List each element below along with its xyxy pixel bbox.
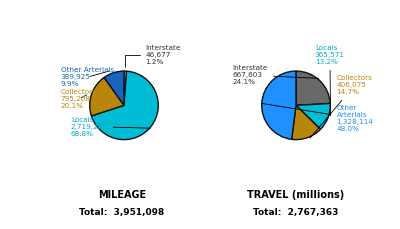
Text: Collectors
406,075
14.7%: Collectors 406,075 14.7% — [310, 75, 372, 138]
Wedge shape — [90, 77, 124, 116]
Wedge shape — [91, 71, 158, 140]
Text: Locals
365,571
13.2%: Locals 365,571 13.2% — [315, 45, 345, 116]
Wedge shape — [296, 104, 330, 129]
Text: Total:  2,767,363: Total: 2,767,363 — [253, 208, 339, 217]
Wedge shape — [104, 71, 124, 105]
Text: Other Arterials
389,925
9.9%: Other Arterials 389,925 9.9% — [60, 67, 114, 87]
Text: Interstate
46,677
1.2%: Interstate 46,677 1.2% — [125, 45, 181, 67]
Text: Collectors
795,208
20.1%: Collectors 795,208 20.1% — [60, 89, 96, 109]
Wedge shape — [124, 71, 126, 105]
Text: Locals
2,719,288
68.8%: Locals 2,719,288 68.8% — [71, 117, 150, 136]
Text: MILEAGE: MILEAGE — [98, 190, 146, 200]
Wedge shape — [292, 105, 320, 140]
Text: TRAVEL (millions): TRAVEL (millions) — [247, 190, 345, 200]
Wedge shape — [262, 71, 296, 139]
Text: Total:  3,951,098: Total: 3,951,098 — [79, 208, 165, 217]
Wedge shape — [296, 71, 330, 105]
Text: Other
Arterials
1,328,114
48.0%: Other Arterials 1,328,114 48.0% — [262, 104, 373, 132]
Text: Interstate
667,603
24.1%: Interstate 667,603 24.1% — [232, 65, 319, 85]
